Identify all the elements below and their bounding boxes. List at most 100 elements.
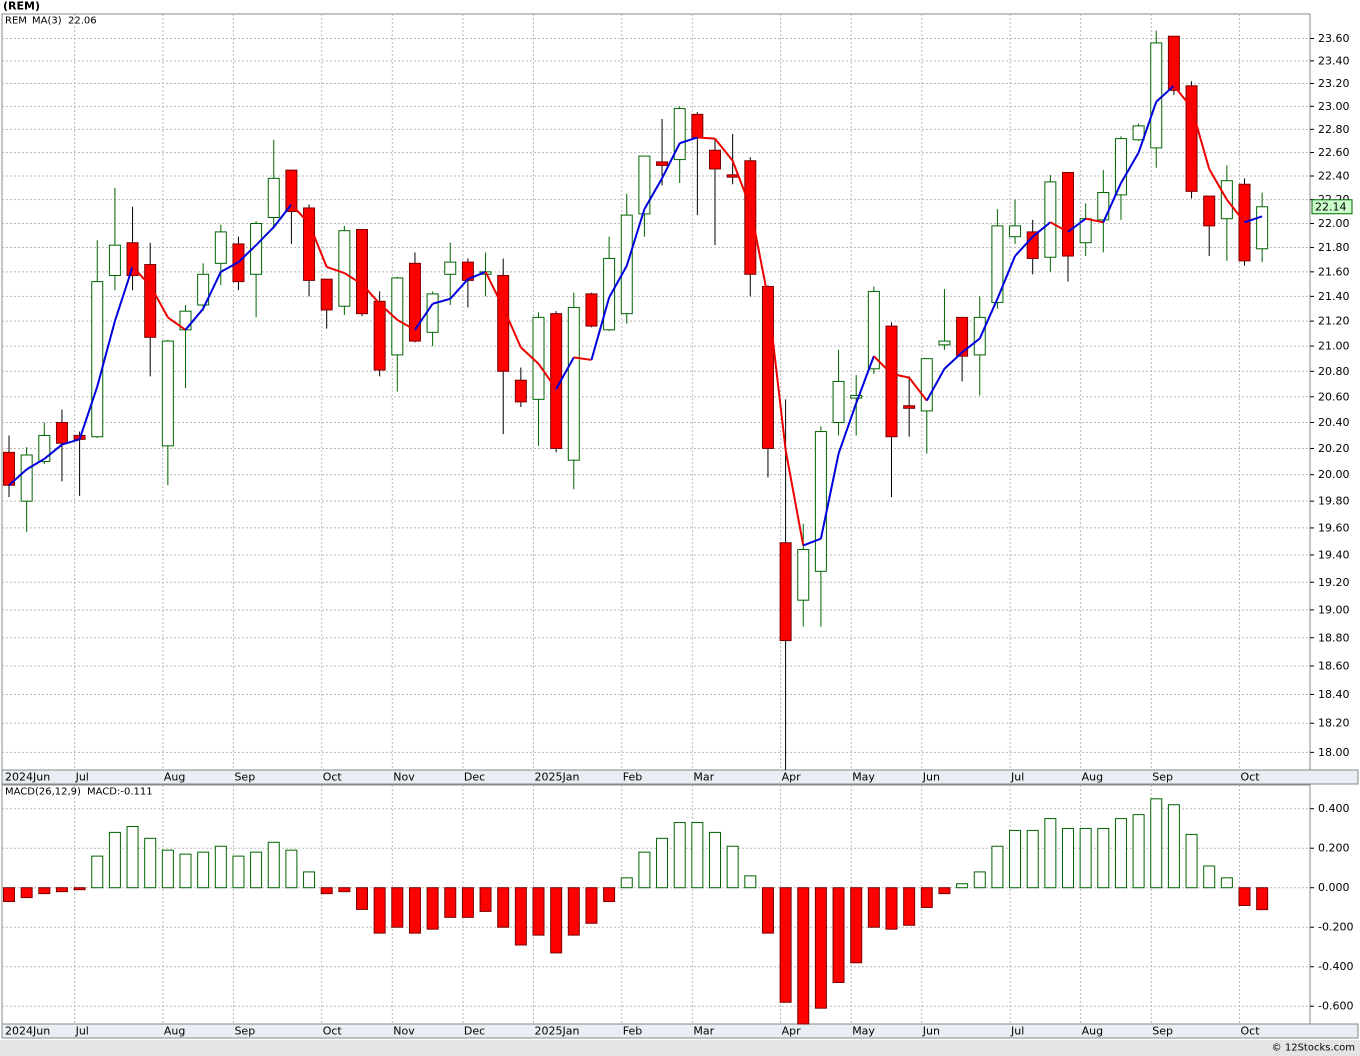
ma-segment: [873, 355, 893, 375]
candle-body: [532, 316, 545, 400]
candle-body: [1185, 85, 1198, 192]
y-tick-label: -0.400: [1318, 960, 1353, 973]
ma-segment: [855, 355, 875, 404]
y-tick-label: 20.20: [1318, 442, 1350, 455]
candle-body: [408, 262, 421, 342]
y-tick-label: 23.60: [1318, 32, 1350, 45]
ma-segment: [361, 283, 381, 305]
candle-body: [197, 273, 210, 306]
ma-segment: [555, 356, 575, 390]
ma-segment: [255, 226, 275, 246]
macd-bar: [956, 883, 969, 889]
macd-bar: [232, 855, 245, 889]
macd-bar: [1220, 877, 1233, 889]
legend-label: MACD(26,12,9): [5, 787, 81, 798]
ma-segment: [1173, 85, 1193, 109]
ma-segment: [1067, 217, 1087, 233]
y-tick-label: -0.200: [1318, 921, 1353, 934]
macd-bar: [303, 871, 316, 889]
legend-label: REM: [5, 16, 27, 27]
x-tick-label: 2024Jun: [5, 771, 50, 784]
y-tick-label: 21.20: [1318, 315, 1350, 328]
x-tick-label: Aug: [1082, 771, 1103, 784]
macd-bar: [267, 841, 280, 889]
macd-bar: [1009, 829, 1022, 889]
candle-body: [1044, 181, 1057, 258]
candle-body: [1150, 42, 1163, 149]
candle-body: [126, 242, 139, 277]
y-tick-label: 20.80: [1318, 365, 1350, 378]
macd-bar: [197, 851, 210, 889]
candle-body: [320, 278, 333, 311]
plot-area: [1, 13, 1311, 771]
macd-bar: [1203, 865, 1216, 889]
macd-bar: [1256, 887, 1269, 911]
y-tick-label: 0.400: [1318, 802, 1350, 815]
macd-bar: [461, 887, 474, 918]
ma-segment: [1049, 221, 1069, 233]
y-tick-label: 19.20: [1318, 576, 1350, 589]
x-tick-label: May: [852, 771, 875, 784]
ma-segment: [449, 278, 469, 300]
x-tick-label: Jun: [922, 771, 940, 784]
x-tick-label: Dec: [464, 771, 485, 784]
macd-bar: [426, 887, 439, 930]
y-tick-label: 21.40: [1318, 290, 1350, 303]
candle-body: [161, 340, 174, 447]
y-tick-label: 21.60: [1318, 265, 1350, 278]
macd-bar: [444, 887, 457, 918]
ma-segment: [326, 266, 345, 275]
x-tick-label: Jul: [75, 771, 89, 784]
candle-body: [691, 113, 704, 138]
macd-bar: [691, 822, 704, 889]
ma-segment: [749, 206, 769, 298]
ma-segment: [1137, 101, 1158, 153]
candle-body: [709, 149, 721, 170]
ma-segment: [272, 203, 293, 228]
ma-segment: [1120, 152, 1140, 184]
ma-segment: [608, 265, 628, 299]
candle-body: [55, 421, 68, 444]
candle-body: [991, 225, 1004, 304]
ma-segment: [520, 346, 540, 365]
ma-segment: [943, 351, 963, 370]
x-tick-label: Oct: [323, 771, 343, 784]
ma-segment: [167, 316, 187, 331]
y-tick-label: 0.200: [1318, 842, 1350, 855]
candle-body: [585, 293, 598, 327]
y-tick-label: 21.00: [1318, 340, 1350, 353]
candle-body: [814, 431, 827, 572]
macd-bar: [709, 831, 721, 889]
x-axis-strip: [1, 1023, 1359, 1039]
ma-segment: [1208, 168, 1228, 201]
x-tick-label: May: [852, 1025, 875, 1038]
y-tick-label: 22.40: [1318, 169, 1350, 182]
macd-bar: [726, 845, 739, 889]
macd-bar: [179, 853, 192, 889]
candle-body: [514, 379, 527, 403]
ma-segment: [502, 307, 522, 348]
ma-segment: [925, 368, 946, 402]
y-tick-label: 0.000: [1318, 881, 1350, 894]
y-tick-label: 19.00: [1318, 603, 1350, 616]
ma-segment: [432, 297, 451, 305]
ma-segment: [1226, 199, 1246, 223]
ma-segment: [766, 297, 787, 450]
candle-body: [391, 277, 404, 356]
x-tick-label: Aug: [1082, 1025, 1103, 1038]
macd-bar: [38, 887, 51, 895]
macd-bar: [550, 887, 563, 954]
y-tick-label: 23.00: [1318, 100, 1350, 113]
ma-segment: [590, 297, 611, 361]
macd-bar: [903, 887, 916, 926]
candle-body: [885, 325, 898, 438]
candle-body: [20, 454, 33, 502]
x-tick-label: Jul: [75, 1025, 89, 1038]
macd-bar: [20, 887, 33, 899]
macd-bar: [214, 845, 227, 889]
candle-body: [567, 306, 580, 461]
macd-bar: [797, 887, 810, 1025]
candle-body: [91, 281, 104, 438]
footer: © 12Stocks.com: [1272, 1043, 1355, 1054]
macd-bar: [1114, 818, 1127, 889]
